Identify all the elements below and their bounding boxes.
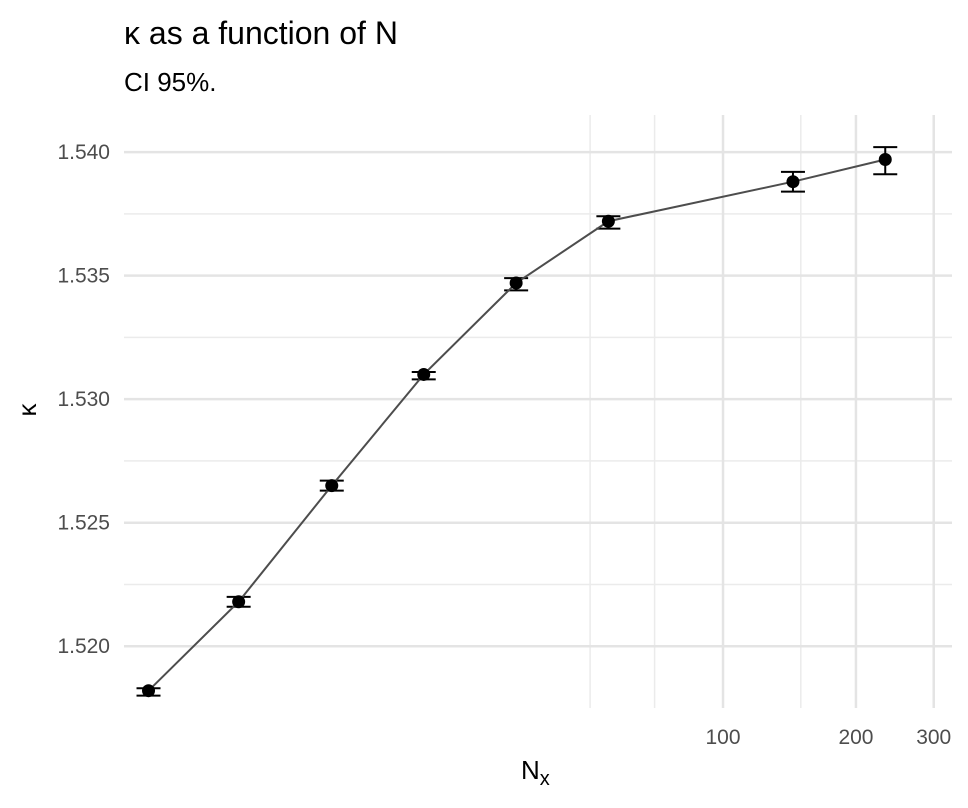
y-tick-label: 1.525	[57, 512, 110, 535]
y-tick-label: 1.530	[57, 388, 110, 411]
x-tick-labels: 100 200 300	[706, 726, 952, 749]
data-point	[142, 684, 156, 698]
grid-major	[124, 115, 952, 708]
series-line	[147, 158, 886, 692]
data-point	[232, 595, 246, 609]
data-point	[417, 367, 431, 381]
y-tick-label: 1.540	[57, 141, 110, 164]
data-point	[601, 214, 615, 228]
x-tick-label: 200	[838, 726, 873, 749]
y-tick-label: 1.535	[57, 265, 110, 288]
chart-subtitle: CI 95%.	[124, 67, 217, 97]
data-point	[878, 152, 892, 166]
data-point	[786, 175, 800, 189]
y-tick-labels: 1.520 1.525 1.530 1.535 1.540	[57, 141, 110, 658]
data-point	[509, 276, 523, 290]
x-axis-label-subscript: x	[540, 768, 550, 790]
y-axis-label: κ	[12, 403, 42, 417]
x-axis-label-main: N	[521, 755, 540, 785]
x-tick-label: 100	[706, 726, 741, 749]
chart-title: κ as a function of N	[124, 15, 398, 51]
error-bars	[136, 146, 898, 697]
data-point	[325, 479, 339, 493]
y-tick-label: 1.520	[57, 635, 110, 658]
x-tick-label: 300	[916, 726, 951, 749]
x-axis-label: Nx	[521, 755, 550, 790]
grid-minor	[124, 115, 952, 708]
data-points	[142, 152, 892, 698]
